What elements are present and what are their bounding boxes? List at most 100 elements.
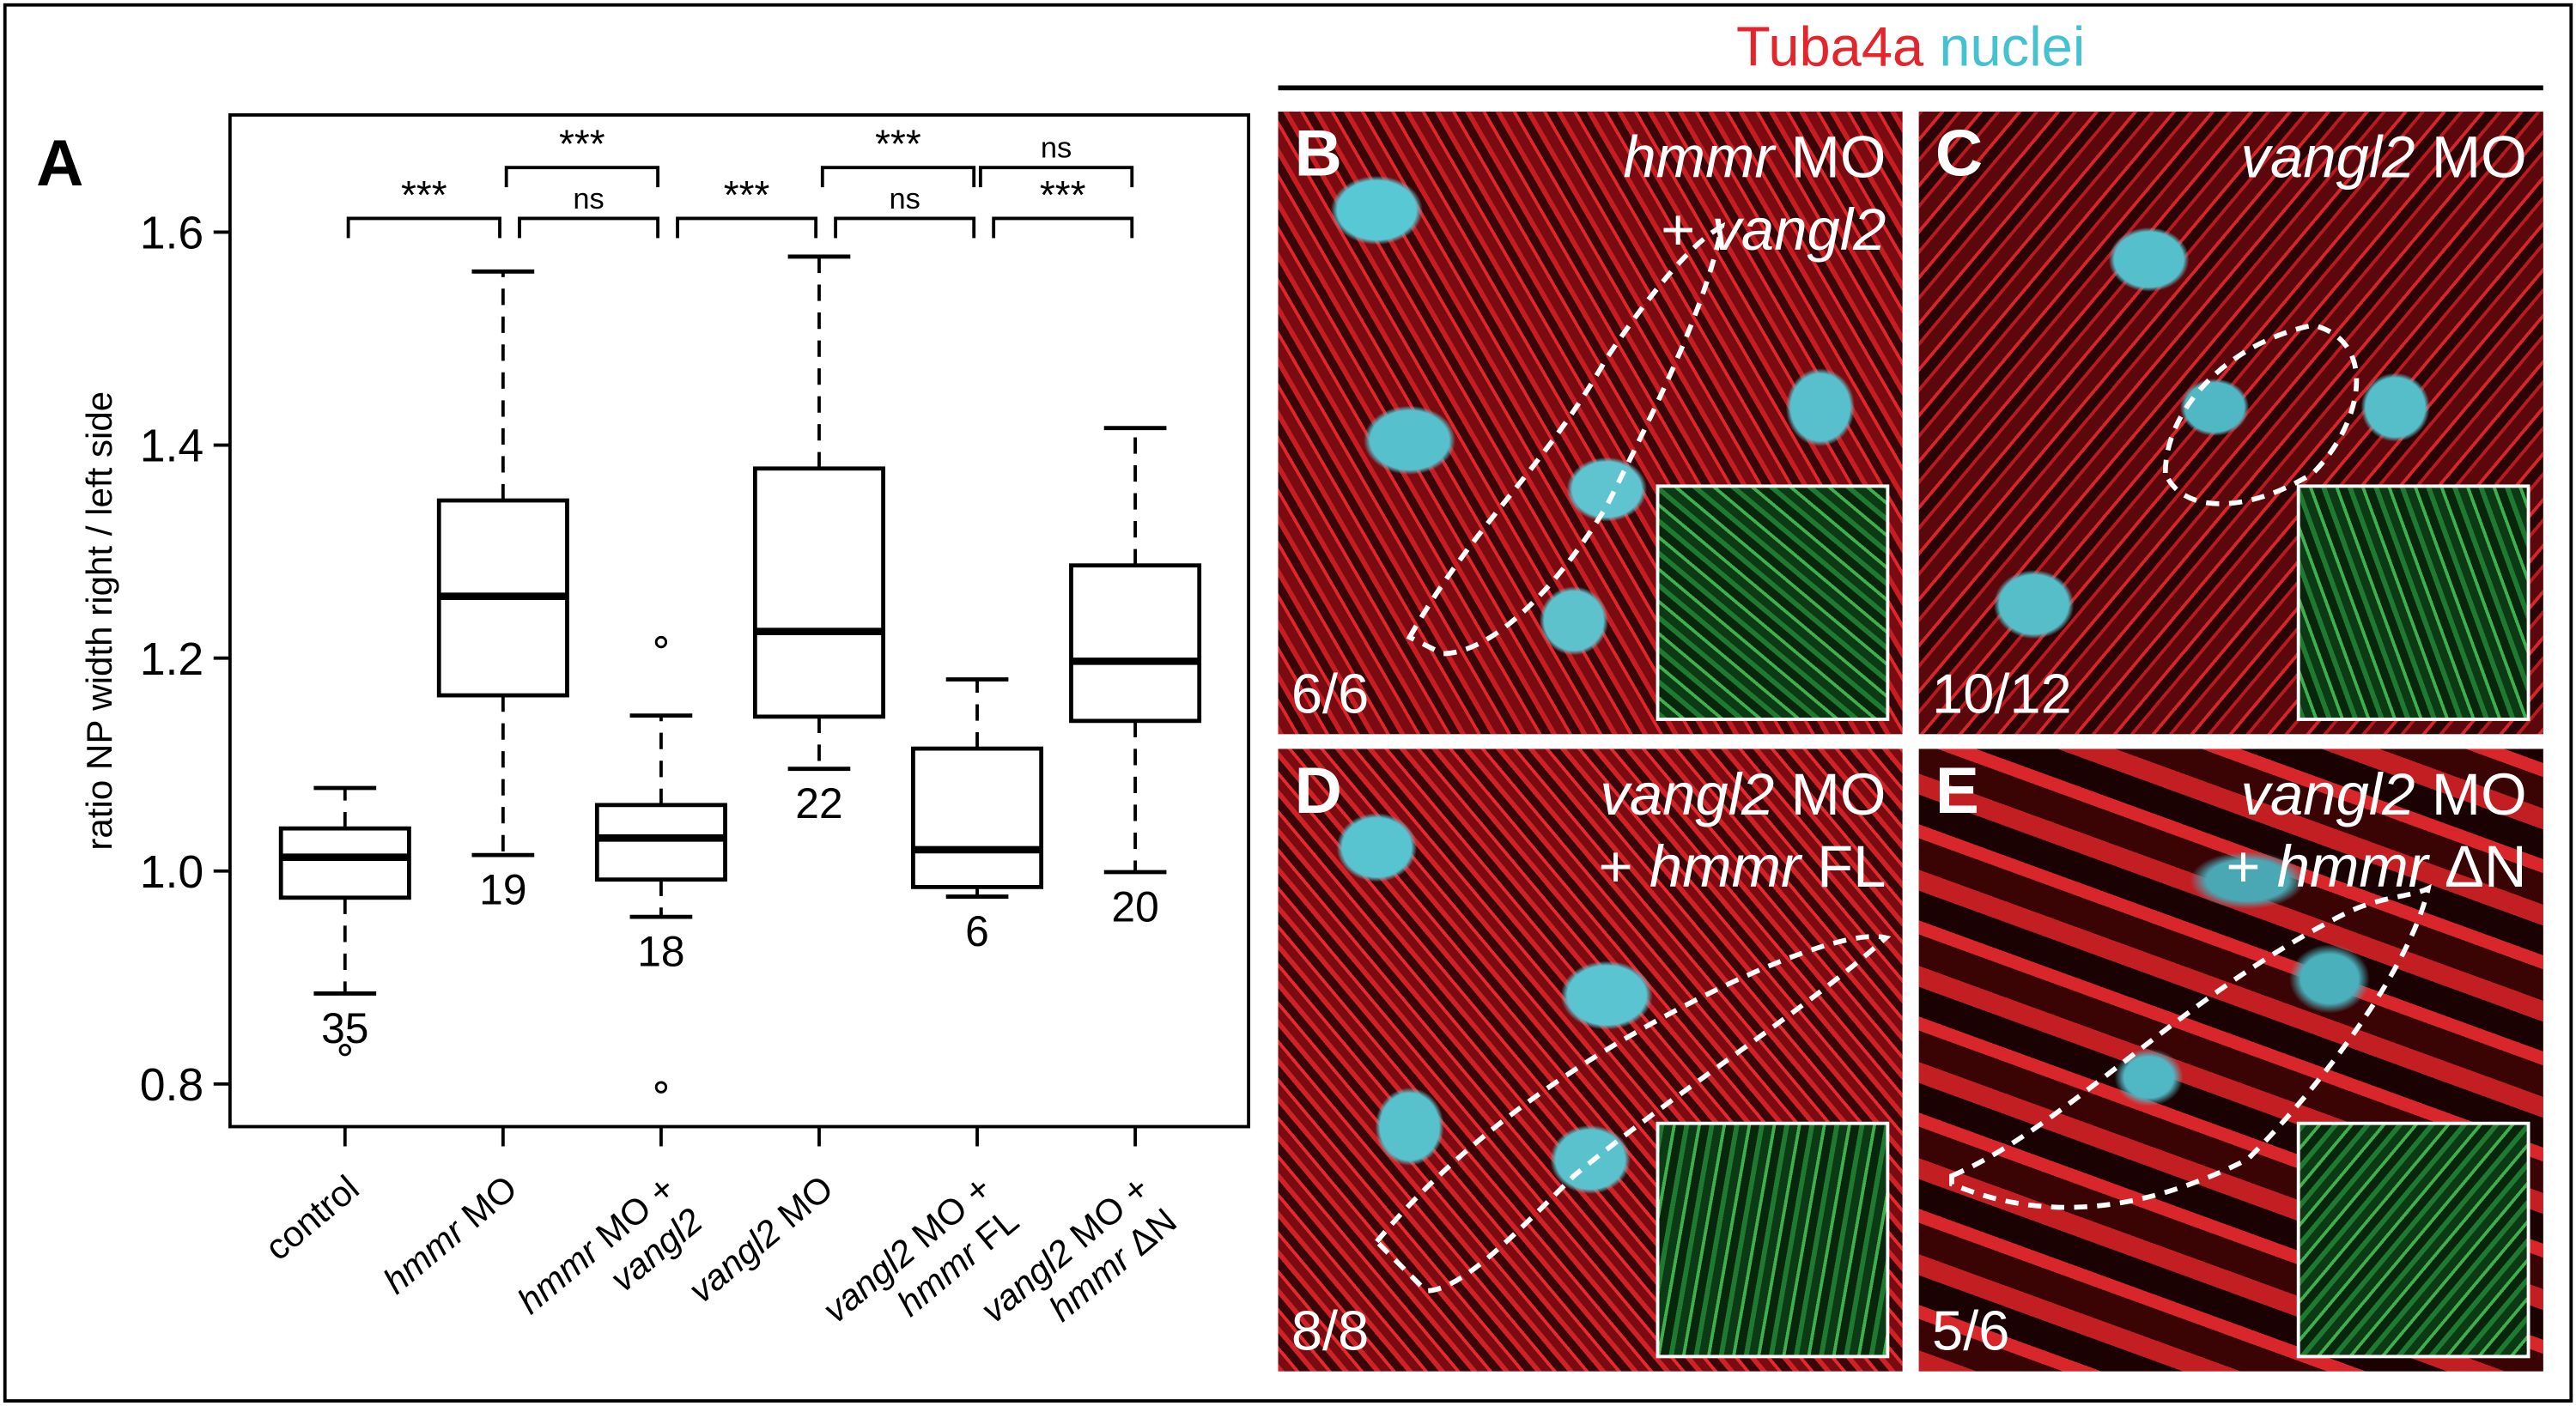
bracket-line [346,216,501,239]
x-tick-label-segment: control [258,1167,367,1268]
panel-a-letter: A [36,128,84,201]
green-channel-inset [1656,484,1890,721]
sample-size-label: 6 [965,907,989,955]
y-tick-label: 1.2 [140,634,204,685]
y-tick-label: 0.8 [140,1060,204,1111]
significance-bracket: ns [978,132,1134,188]
boxplot-chart: 0.8 1.0 1.2 1.4 1.6 ratio NP width right / le… [79,113,1251,1363]
bracket-line [820,166,976,188]
bracket-line [834,216,976,239]
significance-label: *** [875,122,921,167]
title-segment: vangl2 [2240,760,2415,828]
significance-bracket: ns [834,183,976,239]
y-tick-label: 1.0 [140,847,204,898]
title-segment: + [1598,833,1649,900]
iqr-box [1069,563,1202,724]
panel-condition-title: hmmr MO + vangl2 [1623,122,1886,266]
panel-letter: E [1935,755,1979,828]
bracket-line [978,166,1134,188]
title-segment: vangl2 [2240,123,2415,191]
significance-bracket: *** [820,122,976,188]
panel-letter: B [1294,118,1342,191]
outlier-point [338,1044,351,1057]
stain-legend: Tuba4a nuclei [1279,16,2543,81]
significance-label: ns [1041,132,1072,165]
sample-size-label: 18 [637,928,684,976]
significance-label: ns [573,183,604,215]
sample-size-label: 35 [321,1004,368,1052]
cell-outline [1406,221,1726,657]
significance-bracket: *** [992,173,1134,239]
micrograph-panel-c: C vangl2 MO 10/12 [1918,112,2543,735]
green-channel-inset [2296,1121,2530,1359]
x-tick-label: control [258,1167,367,1268]
x-tick-label: hmmr MO +vangl2 [510,1167,710,1354]
title-segment: FL [1800,833,1886,900]
iqr-box [278,826,411,900]
x-tick-label: hmmr MO [375,1167,524,1301]
significance-label: *** [1040,173,1086,217]
panel-letter: C [1935,118,1984,191]
title-segment: + [2226,833,2277,900]
title-segment: MO [2415,760,2527,828]
box-2: 18 [594,635,727,1147]
x-tick-label: vangl2 MO [681,1167,841,1311]
x-tick-label: vangl2 MO +hmmr ΔN [973,1167,1184,1363]
bracket-line [518,216,659,239]
box-5: 20 [1069,426,1202,1147]
panel-letter: D [1294,755,1342,828]
bracket-line [504,166,659,188]
green-channel-inset [2296,484,2530,721]
cell-outline [1373,934,1892,1294]
micrograph-panel-e: E vangl2 MO + hmmr ΔN 5/6 [1918,748,2543,1372]
figure-border [3,3,2573,1403]
iqr-box [752,466,885,719]
title-segment: hmmr [1623,123,1775,191]
significance-label: *** [401,173,447,217]
title-segment: MO [2415,123,2527,191]
micrograph-panel-b: B hmmr MO + vangl2 6/6 [1278,112,1903,735]
title-segment: hmmr [2276,833,2428,900]
significance-bracket: ns [518,183,659,239]
title-segment: vangl2 [1711,195,1886,264]
title-segment: vangl2 [1600,760,1775,828]
title-segment: MO [1774,123,1886,191]
bracket-line [992,216,1134,239]
title-segment: ΔN [2427,833,2527,900]
panel-count: 8/8 [1291,1300,1370,1364]
significance-bracket: *** [504,122,659,188]
plot-area [228,113,1251,1129]
significance-label: ns [889,183,920,215]
panel-condition-title: vangl2 MO [2241,122,2527,194]
sample-size-label: 20 [1111,882,1158,930]
panel-count: 5/6 [1932,1300,2010,1364]
bracket-line [676,216,818,239]
outlier-point [654,1081,668,1094]
sample-size-label: 22 [795,779,842,827]
x-tick-label: vangl2 MO +hmmr FL [815,1167,1026,1363]
iqr-box [594,803,727,882]
y-tick-label: 1.6 [140,209,204,259]
box-0: 35 [278,785,411,1147]
micrograph-panel-d: D vangl2 MO + hmmr FL 8/8 [1278,748,1903,1372]
y-axis-label: ratio NP width right / left side [79,391,119,851]
sample-size-label: 19 [479,866,526,914]
box-3: 22 [752,254,885,1147]
header-divider [1278,85,2543,91]
iqr-box [911,746,1044,889]
significance-label: *** [559,122,605,167]
outlier-point [654,635,668,649]
box-4: 6 [911,677,1044,1147]
box-1: 19 [436,269,569,1147]
cell-outline [2162,322,2360,506]
cell-outline [1949,883,2432,1210]
panel-condition-title: vangl2 MO + hmmr FL [1599,759,1886,903]
significance-label: *** [724,173,770,217]
green-channel-inset [1656,1121,1890,1359]
significance-bracket: *** [346,173,501,239]
title-segment: + [1661,195,1712,264]
significance-bracket: *** [676,173,818,239]
title-segment: hmmr [1649,833,1801,900]
y-tick-label: 1.4 [140,421,204,472]
